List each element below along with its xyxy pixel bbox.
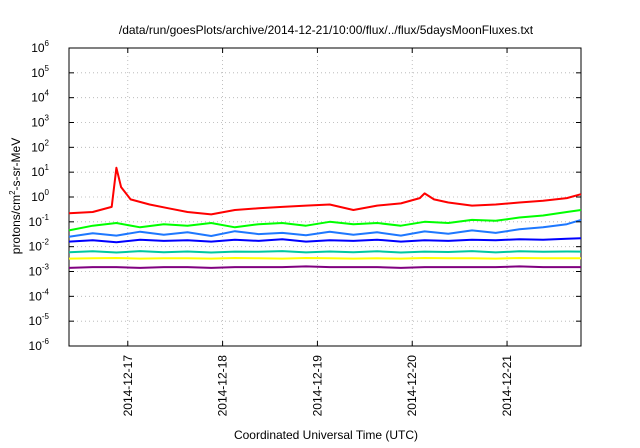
y-axis-ticks: 10-610-510-410-310-210-11001011021031041… [29,39,581,353]
y-axis-label: protons/cm2-s-sr-MeV [8,138,23,254]
y-tick-base: 10 [29,215,43,229]
y-tick-base: 10 [31,116,45,130]
series-line-5 [68,209,582,232]
y-tick-label: 105 [31,64,49,80]
y-tick-base: 10 [31,66,45,80]
y-tick-exponent: 4 [45,89,50,98]
y-tick-label: 10-2 [29,238,50,254]
x-tick-label: 2014-12-18 [216,355,230,417]
y-tick-exponent: -5 [42,312,50,321]
y-tick-exponent: 5 [45,64,50,73]
y-axis-label-pre: protons/cm [9,195,23,254]
y-tick-label: 10-6 [29,337,50,353]
y-tick-exponent: -1 [42,213,50,222]
y-tick-exponent: -6 [42,337,50,346]
y-tick-base: 10 [31,140,45,154]
y-tick-base: 10 [29,314,43,328]
y-tick-exponent: 1 [45,163,50,172]
y-tick-base: 10 [29,265,43,279]
series-line-2 [68,250,582,254]
y-tick-exponent: 2 [45,138,50,147]
y-tick-label: 106 [31,39,49,55]
y-tick-label: 104 [31,89,49,105]
y-tick-label: 100 [31,188,49,204]
y-tick-label: 10-5 [29,312,50,328]
x-tick-label: 2014-12-21 [500,355,514,417]
x-tick-label: 2014-12-17 [121,355,135,417]
y-tick-base: 10 [31,190,45,204]
x-tick-label: 2014-12-19 [310,355,324,417]
y-tick-exponent: -2 [42,238,50,247]
y-tick-base: 10 [31,41,45,55]
y-tick-label: 103 [31,114,49,130]
y-tick-base: 10 [29,339,43,353]
series-line-3 [68,237,582,244]
y-tick-label: 10-1 [29,213,50,229]
x-axis-label: Coordinated Universal Time (UTC) [234,428,418,442]
y-tick-exponent: -3 [42,263,50,272]
x-tick-label: 2014-12-20 [405,355,419,417]
y-tick-exponent: -4 [42,287,50,296]
y-tick-exponent: 0 [45,188,50,197]
series-line-1 [68,257,581,260]
y-axis-label-post: -s-sr-MeV [9,138,23,191]
y-tick-base: 10 [29,289,43,303]
y-axis-label-sup: 2 [8,190,17,195]
series-line-0 [68,265,581,269]
y-tick-base: 10 [29,240,43,254]
y-tick-label: 10-4 [29,287,50,303]
series-line-6 [68,166,582,216]
y-tick-exponent: 3 [45,114,50,123]
y-tick-label: 102 [31,138,49,154]
y-tick-base: 10 [31,91,45,105]
y-tick-base: 10 [31,165,45,179]
y-tick-label: 10-3 [29,263,50,279]
y-tick-label: 101 [31,163,49,179]
series-layer [68,166,582,269]
y-tick-exponent: 6 [45,39,50,48]
chart-title: /data/run/goesPlots/archive/2014-12-21/1… [119,23,534,37]
grid-lines [69,48,581,346]
x-axis-ticks: 2014-12-17 2014-12-18 2014-12-19 2014-12-20… [121,48,514,416]
series-line-4 [68,218,582,238]
